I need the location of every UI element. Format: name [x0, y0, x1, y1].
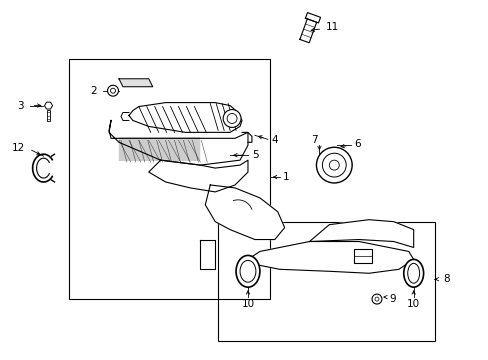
Polygon shape: [309, 220, 413, 247]
Text: 8: 8: [443, 274, 449, 284]
Polygon shape: [148, 160, 247, 192]
Text: 3: 3: [17, 100, 24, 111]
Text: 5: 5: [251, 150, 258, 160]
Circle shape: [371, 294, 381, 304]
Text: 9: 9: [388, 294, 395, 304]
Circle shape: [107, 85, 118, 96]
Bar: [47, 109, 50, 121]
Polygon shape: [200, 239, 215, 269]
Ellipse shape: [403, 260, 423, 287]
Text: 2: 2: [90, 86, 97, 96]
Circle shape: [223, 109, 241, 127]
Text: 1: 1: [282, 172, 289, 182]
Text: 4: 4: [271, 135, 278, 145]
Text: 6: 6: [353, 139, 360, 149]
Polygon shape: [44, 102, 52, 109]
Ellipse shape: [236, 255, 259, 287]
Bar: [218, 222, 434, 341]
Text: 11: 11: [325, 22, 338, 32]
Polygon shape: [119, 79, 152, 87]
Polygon shape: [305, 13, 320, 23]
Text: 12: 12: [11, 143, 25, 153]
Polygon shape: [247, 242, 413, 273]
Circle shape: [316, 147, 351, 183]
Polygon shape: [299, 19, 316, 43]
Polygon shape: [129, 103, 242, 132]
Text: 7: 7: [310, 135, 317, 145]
Text: 10: 10: [407, 299, 419, 309]
Text: 10: 10: [241, 299, 254, 309]
Bar: [69, 59, 269, 299]
Polygon shape: [205, 185, 284, 239]
Polygon shape: [109, 121, 247, 165]
Bar: [353, 249, 371, 264]
